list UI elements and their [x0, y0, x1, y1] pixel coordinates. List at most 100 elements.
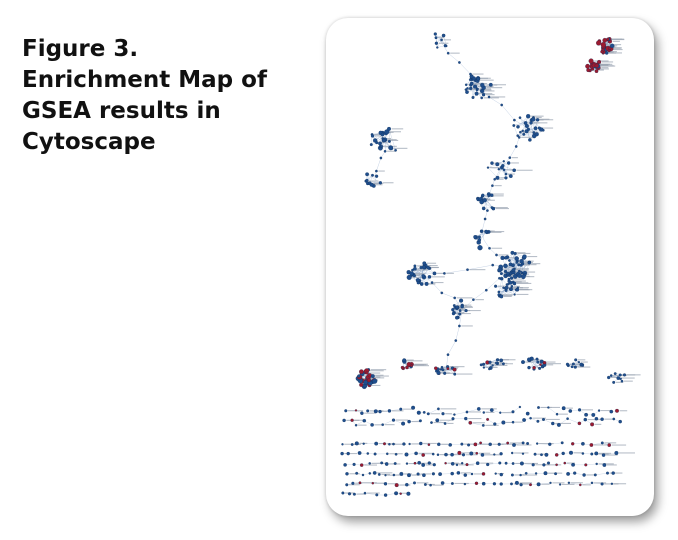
node-label-565 — [408, 463, 424, 465]
positive-gene-set-node-148 — [424, 281, 429, 286]
positive-gene-set-node-431 — [411, 405, 416, 410]
node-label-333 — [457, 373, 473, 375]
similarity-edge-791 — [382, 419, 394, 425]
node-label-289 — [369, 377, 385, 379]
node-label-27 — [486, 87, 503, 89]
negative-gene-set-node-523 — [607, 443, 612, 447]
positive-gene-set-node-475 — [493, 422, 497, 426]
node-label-353 — [540, 361, 556, 363]
caption-line-1: Figure 3. — [22, 36, 139, 62]
negative-gene-set-node-336 — [446, 367, 450, 370]
node-label-202 — [502, 295, 513, 297]
node-label-382 — [624, 380, 633, 382]
node-label-561 — [371, 462, 388, 464]
node-label-134 — [413, 274, 420, 276]
node-label-435 — [440, 408, 457, 410]
node-label-184 — [524, 263, 541, 265]
positive-gene-set-node-631 — [413, 481, 416, 485]
positive-gene-set-node-386 — [618, 373, 622, 377]
positive-gene-set-node-620 — [582, 473, 586, 477]
positive-gene-set-node-567 — [417, 460, 422, 465]
positive-gene-set-node-471 — [464, 416, 468, 421]
positive-gene-set-node-406 — [507, 277, 511, 281]
node-label-427 — [378, 410, 388, 412]
positive-gene-set-node-594 — [368, 472, 372, 475]
positive-gene-set-node-592 — [355, 471, 359, 475]
negative-gene-set-node-367 — [542, 360, 547, 365]
positive-gene-set-node-539 — [461, 453, 466, 457]
positive-gene-set-node-492 — [341, 443, 344, 446]
similarity-edge-928 — [580, 482, 593, 486]
positive-gene-set-node-21 — [480, 96, 484, 100]
similarity-edge-767 — [389, 409, 401, 412]
positive-gene-set-node-515 — [526, 442, 530, 445]
positive-gene-set-node-554 — [590, 452, 594, 456]
positive-gene-set-node-128 — [477, 238, 482, 242]
similarity-edge-795 — [445, 418, 454, 424]
positive-gene-set-node-371 — [571, 362, 575, 366]
node-label-647 — [561, 483, 575, 485]
positive-gene-set-node-333 — [453, 372, 457, 376]
node-label-212 — [497, 285, 507, 287]
positive-gene-set-node-399 — [486, 209, 489, 212]
node-label-14 — [477, 86, 494, 88]
node-label-429 — [391, 410, 404, 412]
positive-gene-set-node-1 — [433, 32, 437, 36]
node-label-560 — [364, 464, 377, 466]
positive-gene-set-node-197 — [497, 267, 503, 273]
similarity-edge-770 — [428, 408, 439, 414]
positive-gene-set-node-25 — [476, 77, 481, 81]
node-label-182 — [516, 268, 529, 270]
positive-gene-set-node-621 — [593, 473, 597, 477]
negative-gene-set-node-585 — [555, 463, 558, 467]
positive-gene-set-node-479 — [529, 416, 532, 420]
positive-gene-set-node-547 — [533, 452, 537, 456]
negative-gene-set-node-660 — [399, 492, 402, 495]
positive-gene-set-node-91 — [516, 125, 520, 129]
positive-gene-set-node-99 — [495, 162, 500, 167]
positive-gene-set-node-218 — [509, 281, 513, 285]
node-label-239 — [612, 40, 620, 42]
positive-gene-set-node-622 — [606, 471, 609, 475]
similarity-edge-15 — [436, 35, 444, 44]
positive-gene-set-node-147 — [413, 266, 417, 271]
node-label-656 — [367, 492, 380, 494]
node-label-221 — [509, 287, 523, 289]
positive-gene-set-node-604 — [438, 472, 442, 476]
positive-gene-set-node-438 — [465, 410, 469, 414]
positive-gene-set-node-552 — [568, 450, 574, 455]
negative-gene-set-node-575 — [465, 463, 469, 467]
positive-gene-set-node-462 — [381, 423, 385, 427]
positive-gene-set-node-555 — [594, 451, 599, 456]
positive-gene-set-node-95 — [502, 168, 506, 172]
positive-gene-set-node-617 — [554, 472, 558, 476]
negative-gene-set-node-629 — [394, 483, 399, 488]
positive-gene-set-node-647 — [558, 483, 562, 486]
node-label-303 — [375, 375, 389, 377]
positive-gene-set-node-199 — [506, 271, 510, 276]
positive-gene-set-node-625 — [351, 481, 355, 485]
similarity-edge-934 — [364, 492, 377, 496]
positive-gene-set-node-381 — [622, 373, 627, 377]
positive-gene-set-node-619 — [573, 471, 577, 475]
positive-gene-set-node-394 — [514, 145, 518, 148]
positive-gene-set-node-101 — [486, 166, 490, 169]
positive-gene-set-node-385 — [612, 380, 616, 384]
positive-gene-set-node-195 — [503, 269, 508, 274]
positive-gene-set-node-13 — [481, 93, 486, 97]
similarity-edge-743 — [444, 269, 468, 274]
node-label-149 — [424, 283, 435, 285]
similarity-edge-825 — [450, 443, 462, 446]
similarity-edge-723 — [516, 137, 520, 147]
positive-gene-set-node-369 — [574, 358, 578, 362]
positive-gene-set-node-377 — [581, 364, 585, 367]
node-label-387 — [450, 52, 460, 54]
positive-gene-set-node-237 — [455, 315, 459, 320]
similarity-edge-193 — [487, 167, 498, 178]
positive-gene-set-node-510 — [488, 442, 492, 447]
node-label-572 — [455, 463, 463, 465]
positive-gene-set-node-216 — [516, 286, 520, 289]
positive-gene-set-node-611 — [499, 472, 503, 477]
positive-gene-set-node-540 — [469, 451, 474, 456]
node-label-72 — [533, 122, 548, 124]
